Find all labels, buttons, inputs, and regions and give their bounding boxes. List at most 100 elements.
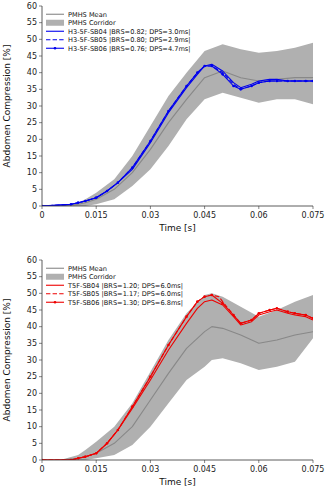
- x-tick: [96, 460, 97, 463]
- series-marker: [312, 80, 313, 83]
- y-tick: [39, 376, 42, 377]
- series-marker: [203, 295, 206, 298]
- legend-swatch: [46, 20, 64, 26]
- y-tick: [39, 156, 42, 157]
- y-tick: [39, 360, 42, 361]
- series-line: [42, 64, 313, 206]
- series-marker: [294, 80, 297, 83]
- series-marker: [211, 294, 214, 297]
- series-marker: [196, 71, 199, 74]
- legend-label: PMHS Corridor: [68, 273, 116, 281]
- y-tick: [39, 343, 42, 344]
- series-marker: [77, 201, 80, 204]
- y-tick-label: 20: [27, 389, 37, 398]
- y-tick-label: 55: [27, 272, 37, 281]
- y-tick-label: 20: [27, 135, 37, 144]
- x-tick-label: 0.015: [85, 211, 108, 220]
- series-marker: [286, 80, 289, 83]
- series-line: [42, 327, 313, 460]
- legend-swatch: [46, 31, 64, 32]
- series-marker: [304, 314, 307, 317]
- legend-label: PMHS Mean: [68, 11, 107, 19]
- y-tick: [39, 443, 42, 444]
- y-tick: [39, 6, 42, 7]
- series-marker: [304, 80, 307, 83]
- legend-marker: [54, 301, 57, 304]
- x-tick: [204, 206, 205, 209]
- y-tick: [39, 172, 42, 173]
- series-marker: [167, 344, 170, 347]
- series-marker: [258, 81, 261, 84]
- series-line: [42, 71, 313, 206]
- series-marker: [131, 405, 134, 408]
- series-marker: [250, 85, 253, 88]
- x-tick: [204, 460, 205, 463]
- x-tick: [42, 206, 43, 209]
- y-tick: [39, 89, 42, 90]
- x-axis-line: [42, 206, 313, 207]
- x-tick: [258, 206, 259, 209]
- corridor: [42, 43, 313, 206]
- legend-label: PMHS Mean: [68, 265, 107, 273]
- series-marker: [268, 80, 271, 83]
- plot-area: [42, 43, 313, 206]
- y-axis-label: Abdomen Compression [%]: [2, 45, 12, 168]
- legend-label: H3-5F-SB04 |BRS=0.82; DPS=3.0ms|: [68, 28, 190, 36]
- legend-swatch: [46, 268, 64, 269]
- series-marker: [117, 181, 120, 184]
- series-marker: [232, 314, 235, 317]
- plot-area: [42, 293, 313, 460]
- legend-marker: [54, 47, 57, 50]
- series-marker: [131, 166, 134, 169]
- x-tick: [96, 206, 97, 209]
- series-marker: [250, 319, 253, 322]
- x-tick-label: 0.03: [141, 465, 159, 474]
- y-tick-label: 60: [27, 2, 37, 11]
- series-marker: [185, 85, 188, 88]
- legend-label: PMHS Corridor: [68, 19, 116, 27]
- y-tick: [39, 206, 42, 207]
- panel: 05101520253035404550556000.0150.030.0450…: [2, 256, 324, 487]
- y-tick: [39, 326, 42, 327]
- y-tick: [39, 260, 42, 261]
- series-marker: [268, 309, 271, 312]
- y-tick: [39, 426, 42, 427]
- series-marker: [221, 73, 224, 76]
- y-tick: [39, 39, 42, 40]
- y-tick-label: 60: [27, 256, 37, 265]
- series-marker: [211, 65, 214, 68]
- series-marker: [185, 315, 188, 318]
- series-marker: [239, 88, 242, 91]
- legend-label: H3-5F-SB06 |BRS=0.76; DPS=4.7ms|: [68, 45, 190, 53]
- series-marker: [167, 110, 170, 113]
- y-tick-label: 15: [27, 406, 37, 415]
- y-tick-label: 50: [27, 289, 37, 298]
- x-tick-label: 0.03: [141, 211, 159, 220]
- x-tick-label: 0.06: [250, 465, 268, 474]
- x-tick-label: 0: [39, 211, 44, 220]
- series-marker: [196, 300, 199, 303]
- y-tick-label: 10: [27, 168, 37, 177]
- x-tick-label: 0: [39, 465, 44, 474]
- x-tick: [42, 460, 43, 463]
- y-tick-label: 25: [27, 118, 37, 127]
- y-tick-label: 35: [27, 339, 37, 348]
- y-tick-label: 10: [27, 422, 37, 431]
- legend-label: H3-5F-SB05 |BRS=0.80; DPS=2.9ms|: [68, 36, 190, 44]
- series-marker: [95, 196, 98, 199]
- x-tick-label: 0.015: [85, 465, 108, 474]
- y-tick: [39, 393, 42, 394]
- x-tick-label: 0.045: [193, 465, 216, 474]
- series-marker: [221, 302, 224, 305]
- y-axis-label: Abdomen Compression [%]: [2, 299, 12, 422]
- y-tick: [39, 460, 42, 461]
- x-tick: [150, 206, 151, 209]
- series-line: [42, 295, 313, 460]
- y-tick: [39, 122, 42, 123]
- legend-swatch: [46, 14, 64, 15]
- y-tick-label: 50: [27, 35, 37, 44]
- series-marker: [286, 310, 289, 313]
- y-tick: [39, 276, 42, 277]
- series-marker: [117, 429, 120, 432]
- y-tick-label: 40: [27, 322, 37, 331]
